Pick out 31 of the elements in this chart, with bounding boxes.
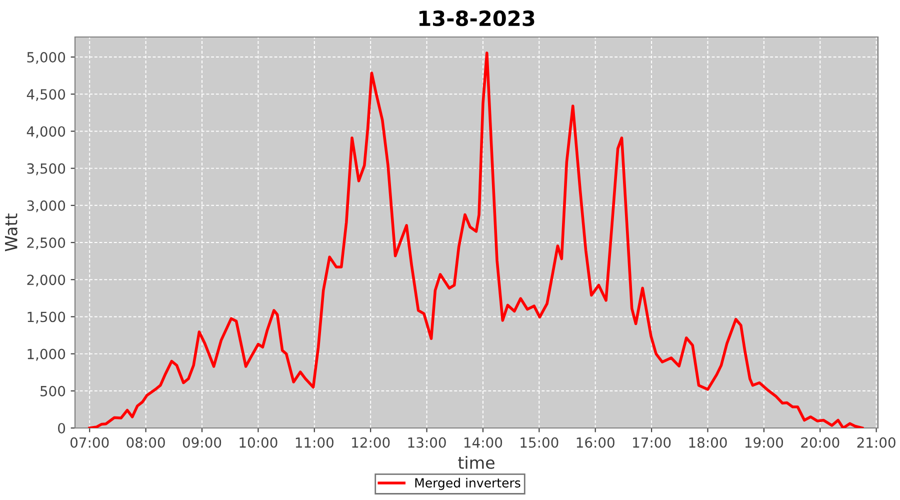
- y-tick-label: 1,500: [28, 312, 66, 324]
- x-tick-label: 09:00: [182, 437, 222, 448]
- x-tick-label: 11:00: [296, 437, 334, 448]
- y-tick-label: 2,500: [27, 237, 66, 250]
- y-tick-label: 4,000: [26, 126, 66, 138]
- y-tick-label: 0: [58, 422, 66, 434]
- x-tick-label: 15:00: [520, 437, 558, 448]
- x-tick-label: 08:00: [126, 437, 165, 448]
- x-axis-title: time: [458, 456, 494, 469]
- x-tick-label: 07:00: [70, 437, 109, 448]
- y-tick-label: 5,000: [27, 52, 66, 64]
- x-tick-label: 19:00: [745, 437, 784, 448]
- y-axis-title: Watt: [5, 214, 18, 252]
- y-tick-label: 3,500: [27, 163, 66, 176]
- x-tick-label: 17:00: [633, 437, 671, 448]
- x-tick-label: 12:00: [352, 437, 390, 448]
- x-tick-label: 13:00: [408, 437, 446, 448]
- y-tick-label: 1,000: [28, 348, 66, 361]
- x-tick-label: 10:00: [240, 437, 278, 448]
- y-tick-label: 4,500: [26, 89, 66, 102]
- x-tick-label: 18:00: [689, 437, 727, 448]
- y-tick-label: 2,000: [27, 274, 66, 287]
- y-tick-label: 3,000: [27, 200, 66, 212]
- chart-title: 13-8-2023: [419, 10, 534, 26]
- legend-label: Merged inverters: [415, 478, 520, 490]
- y-tick-label: 500: [40, 386, 66, 396]
- x-tick-label: 14:00: [464, 437, 502, 448]
- x-tick-label: 16:00: [576, 437, 614, 448]
- line-series: [88, 52, 864, 428]
- x-tick-label: 21:00: [857, 437, 896, 448]
- x-tick-label: 20:00: [801, 437, 840, 448]
